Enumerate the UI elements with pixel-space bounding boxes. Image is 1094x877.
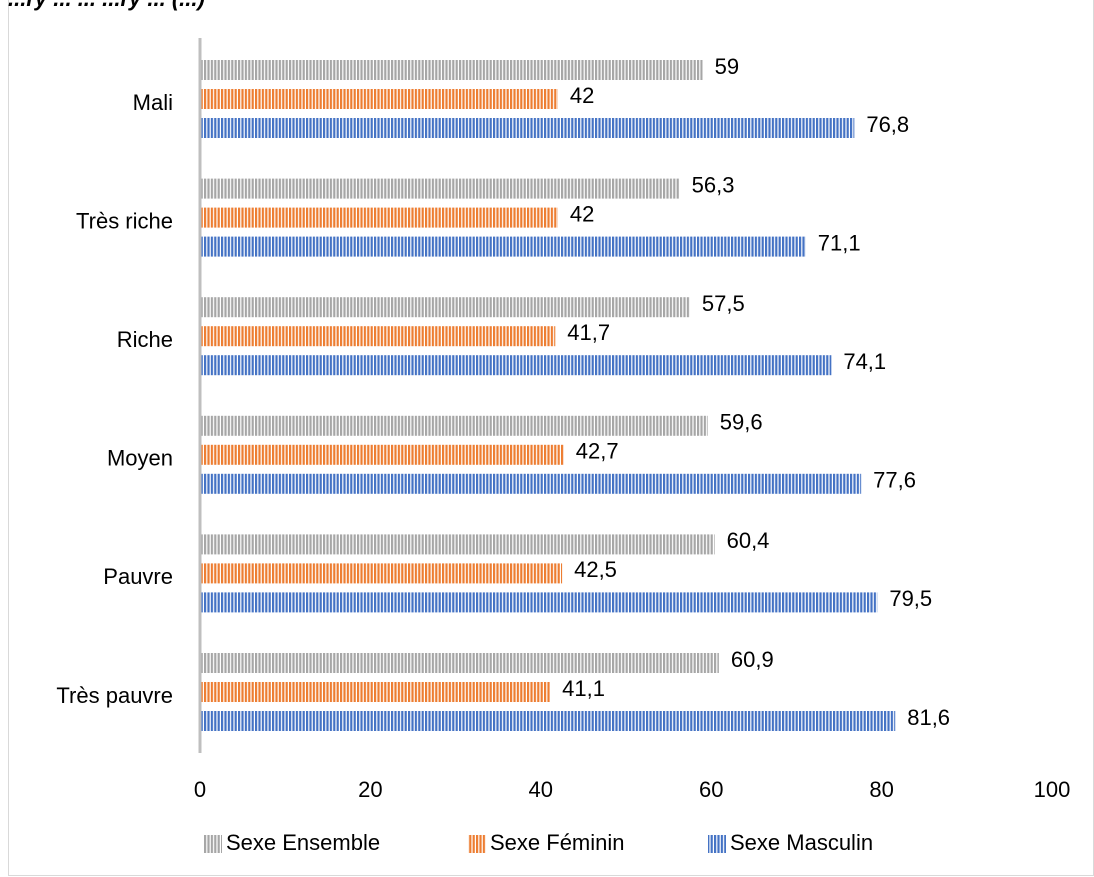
- bar-sexe-feminin-moyen: [200, 444, 564, 465]
- data-label-sexe-ensemble-mali: 59: [715, 54, 739, 79]
- data-label-sexe-feminin-moyen: 42,7: [576, 439, 619, 464]
- category-label-mali: Mali: [133, 90, 173, 115]
- x-tick-label-20: 20: [358, 777, 382, 802]
- data-label-sexe-masculin-moyen: 77,6: [873, 468, 916, 493]
- bar-sexe-ensemble-tres-pauvre: [200, 653, 719, 673]
- bar-sexe-masculin-mali: [200, 118, 855, 138]
- category-label-tres-pauvre: Très pauvre: [56, 683, 173, 708]
- category-label-moyen: Moyen: [107, 446, 173, 471]
- legend-label-sexe-masculin: Sexe Masculin: [730, 830, 873, 855]
- category-label-tres-riche: Très riche: [76, 208, 173, 233]
- bar-sexe-ensemble-tres-riche: [200, 178, 680, 199]
- legend-label-sexe-feminin: Sexe Féminin: [490, 830, 625, 855]
- x-tick-label-100: 100: [1034, 777, 1071, 802]
- bar-sexe-masculin-pauvre: [200, 592, 878, 613]
- x-tick-label-80: 80: [869, 777, 893, 802]
- data-label-sexe-ensemble-moyen: 59,6: [720, 410, 763, 435]
- bar-sexe-feminin-tres-riche: [200, 207, 558, 228]
- data-label-sexe-masculin-tres-pauvre: 81,6: [907, 705, 950, 730]
- data-label-sexe-masculin-riche: 74,1: [843, 349, 886, 374]
- bar-sexe-masculin-riche: [200, 355, 832, 376]
- category-label-pauvre: Pauvre: [103, 564, 173, 589]
- legend-swatch-sexe-masculin: [708, 835, 726, 853]
- bar-sexe-feminin-tres-pauvre: [200, 682, 551, 702]
- bar-sexe-feminin-mali: [200, 89, 558, 109]
- bar-sexe-ensemble-mali: [200, 60, 703, 80]
- data-label-sexe-masculin-mali: 76,8: [866, 112, 909, 137]
- data-label-sexe-feminin-tres-riche: 42: [570, 201, 594, 226]
- data-label-sexe-feminin-riche: 41,7: [567, 320, 610, 345]
- legend-label-sexe-ensemble: Sexe Ensemble: [226, 830, 380, 855]
- legend-swatch-sexe-ensemble: [204, 835, 222, 853]
- x-tick-label-0: 0: [194, 777, 206, 802]
- bar-sexe-ensemble-riche: [200, 297, 690, 318]
- category-label-riche: Riche: [117, 327, 173, 352]
- data-label-sexe-feminin-tres-pauvre: 41,1: [562, 676, 605, 701]
- data-label-sexe-ensemble-tres-pauvre: 60,9: [731, 647, 774, 672]
- data-label-sexe-ensemble-pauvre: 60,4: [727, 528, 770, 553]
- x-tick-label-40: 40: [529, 777, 553, 802]
- data-label-sexe-masculin-tres-riche: 71,1: [818, 230, 861, 255]
- bar-sexe-masculin-moyen: [200, 473, 862, 494]
- chart-title-partial: ...ry ... ... ...ry ... (...): [8, 0, 205, 12]
- legend-swatch-sexe-feminin: [468, 835, 486, 853]
- bar-sexe-masculin-tres-pauvre: [200, 711, 896, 731]
- data-label-sexe-feminin-mali: 42: [570, 83, 594, 108]
- bar-sexe-ensemble-pauvre: [200, 534, 715, 555]
- bar-sexe-feminin-pauvre: [200, 563, 563, 584]
- data-label-sexe-ensemble-riche: 57,5: [702, 291, 745, 316]
- bar-sexe-masculin-tres-riche: [200, 236, 806, 257]
- bar-sexe-feminin-riche: [200, 326, 556, 347]
- data-label-sexe-masculin-pauvre: 79,5: [889, 586, 932, 611]
- data-label-sexe-ensemble-tres-riche: 56,3: [692, 172, 735, 197]
- data-label-sexe-feminin-pauvre: 42,5: [574, 557, 617, 582]
- bar-sexe-ensemble-moyen: [200, 415, 708, 436]
- x-tick-label-60: 60: [699, 777, 723, 802]
